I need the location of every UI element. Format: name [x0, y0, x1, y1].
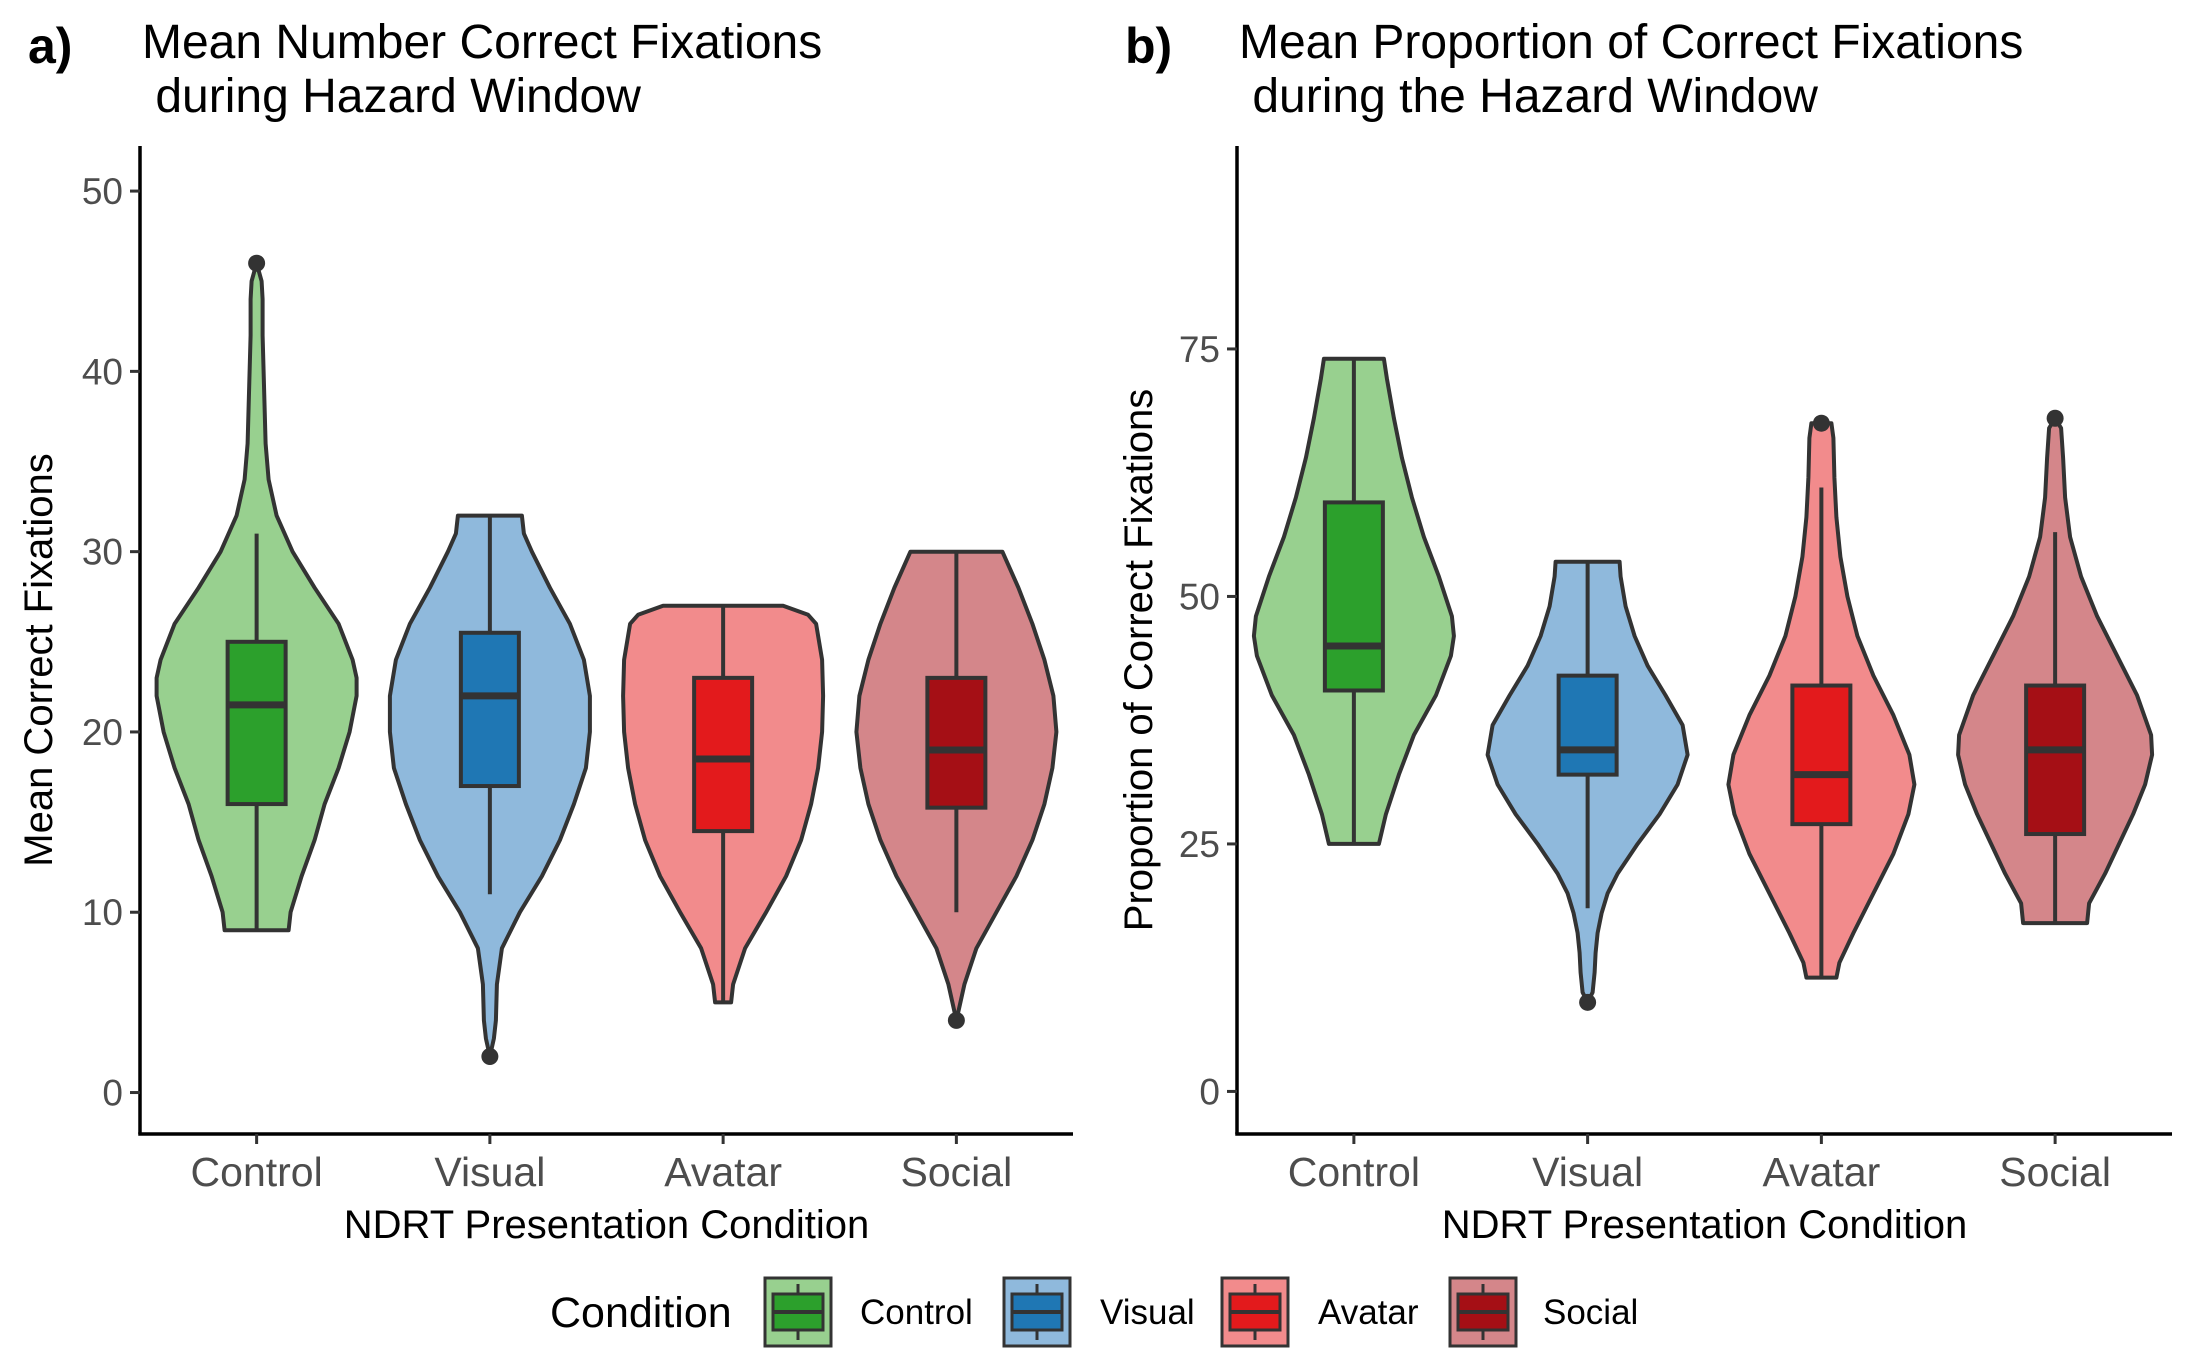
outlier-point: [2046, 409, 2064, 427]
box-control: [1322, 500, 1385, 693]
x-axis-title: NDRT Presentation Condition: [344, 1203, 869, 1247]
x-axis-title: NDRT Presentation Condition: [1442, 1203, 1967, 1247]
box-avatar: [692, 675, 755, 834]
x-tick-label: Control: [191, 1149, 323, 1195]
panel-b: b) Mean Proportion of Correct Fixations d…: [1117, 16, 2172, 1247]
box-social: [925, 675, 988, 810]
box-social: [2024, 683, 2087, 837]
violin-group-social: [1956, 409, 2155, 926]
y-tick-label: 50: [1179, 576, 1220, 617]
x-tick-label: Avatar: [1762, 1149, 1880, 1195]
panel-label: b): [1125, 18, 1172, 74]
panel-label: a): [28, 18, 72, 74]
violin-group-avatar: [1726, 414, 1917, 980]
violin-group-visual: [1485, 559, 1690, 1011]
violin-group-avatar: [621, 603, 826, 1005]
outlier-point: [947, 1011, 965, 1029]
y-tick-label: 75: [1179, 329, 1220, 370]
outlier-point: [1812, 414, 1830, 432]
legend-key-visual: [1002, 1276, 1072, 1348]
legend-key-social: [1448, 1276, 1518, 1348]
x-tick-label: Control: [1288, 1149, 1420, 1195]
y-tick-label: 40: [82, 351, 123, 392]
y-tick-label: 25: [1179, 824, 1220, 865]
y-axis-title: Mean Correct Fixations: [17, 453, 61, 866]
outlier-point: [481, 1047, 499, 1065]
x-tick-label: Visual: [434, 1149, 545, 1195]
legend-label: Control: [860, 1293, 973, 1332]
y-tick-label: 30: [82, 532, 123, 573]
violin-group-control: [1251, 356, 1456, 846]
legend: Condition Control Visual Avatar Social: [550, 1276, 1638, 1348]
x-tick-label: Social: [901, 1149, 1013, 1195]
x-tick-label: Visual: [1532, 1149, 1643, 1195]
box-avatar: [1790, 683, 1853, 827]
violin-group-visual: [387, 513, 592, 1065]
box-control: [225, 639, 288, 807]
outlier-point: [1579, 993, 1597, 1011]
x-tick-label: Social: [1999, 1149, 2111, 1195]
y-tick-label: 0: [102, 1073, 123, 1114]
chart-title: Mean Number Correct Fixations during Haz…: [142, 16, 822, 123]
legend-label: Avatar: [1318, 1293, 1419, 1332]
box-visual: [458, 630, 521, 789]
violin-group-control: [154, 254, 359, 933]
legend-key-avatar: [1220, 1276, 1290, 1348]
chart-title-line: Mean Proportion of Correct Fixations: [1239, 16, 2023, 69]
y-tick-label: 0: [1199, 1071, 1220, 1112]
chart-title-line: during Hazard Window: [142, 70, 641, 123]
violin-group-social: [854, 549, 1059, 1029]
legend-key-control: [763, 1276, 833, 1348]
outlier-point: [248, 254, 266, 272]
legend-title: Condition: [550, 1289, 732, 1337]
chart-title-line: during the Hazard Window: [1239, 70, 1818, 123]
chart-title-line: Mean Number Correct Fixations: [142, 16, 822, 69]
y-tick-label: 50: [82, 171, 123, 212]
y-axis-title: Proportion of Correct Fixations: [1117, 389, 1161, 931]
chart-title: Mean Proportion of Correct Fixations dur…: [1239, 16, 2023, 123]
legend-label: Social: [1543, 1293, 1638, 1332]
y-tick-label: 10: [82, 892, 123, 933]
box-visual: [1556, 673, 1619, 777]
y-tick-label: 20: [82, 712, 123, 753]
legend-label: Visual: [1100, 1293, 1195, 1332]
panel-a: a) Mean Number Correct Fixations during H…: [17, 16, 1073, 1247]
x-tick-label: Avatar: [664, 1149, 782, 1195]
